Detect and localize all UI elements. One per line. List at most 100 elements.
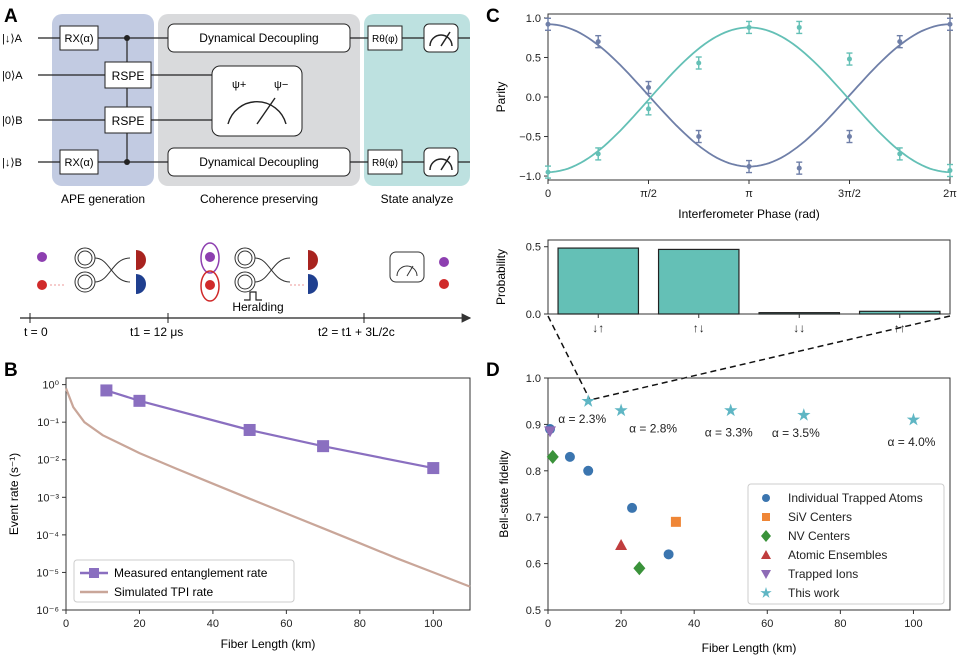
tpi-rate-line xyxy=(64,387,471,588)
dynamical-decoupling-top: Dynamical Decoupling xyxy=(167,23,351,53)
detector-icon xyxy=(136,250,146,270)
scatter-point xyxy=(544,426,556,438)
legend-marker xyxy=(760,587,772,598)
x-tick-label: ↓↓ xyxy=(793,321,805,335)
ape-generation-region xyxy=(52,14,154,186)
atom-icon xyxy=(205,280,215,290)
input-label: |0⟩A xyxy=(2,70,23,82)
panel-b-legend: Measured entanglement rate Simulated TPI… xyxy=(73,559,295,603)
atom-icon xyxy=(439,279,449,289)
scatter-point xyxy=(546,449,559,464)
rspe-label: RSPE xyxy=(112,69,145,83)
rx-gate-bottom: RX(α) xyxy=(59,149,99,175)
scatter-point xyxy=(633,561,646,576)
y-tick-label: 0.5 xyxy=(526,605,541,617)
atom-icon xyxy=(37,252,47,262)
dd-label: Dynamical Decoupling xyxy=(199,31,318,45)
scatter-point xyxy=(670,516,681,527)
heralding-label: Heralding xyxy=(232,300,283,314)
parity-point xyxy=(947,168,953,174)
y-tick-label: −1.0 xyxy=(519,171,541,183)
fiber-spool-icon xyxy=(234,247,291,293)
x-tick-label: 2π xyxy=(943,188,957,200)
scatter-point xyxy=(614,403,628,417)
parity-point xyxy=(646,106,652,112)
control-dot xyxy=(124,159,130,165)
legend-label: SiV Centers xyxy=(788,510,852,524)
y-tick-label: −0.5 xyxy=(519,132,541,144)
alpha-annotation: α = 2.8% xyxy=(629,421,677,435)
x-tick-label: 20 xyxy=(615,618,627,630)
legend-marker xyxy=(761,530,771,542)
probability-bar xyxy=(858,310,941,315)
scatter-point xyxy=(906,412,921,426)
rtheta-gate-top: Rθ(φ) xyxy=(367,25,403,51)
parity-point xyxy=(796,165,802,171)
panel-a-letter: A xyxy=(4,6,18,27)
panel-c: C 0 π/2 π 3π/2 2π −1.0 −0.5 0.0 0.5 1.0 Interfero… xyxy=(486,6,957,335)
x-tick-label: π xyxy=(745,188,753,200)
rx-gate-top: RX(α) xyxy=(59,25,99,51)
panel-a: A |↓⟩A |0⟩A |0⟩B |↓⟩B RX(α) RX(α) xyxy=(2,6,472,339)
input-label: |0⟩B xyxy=(2,115,23,127)
parity-point xyxy=(897,151,903,157)
zoom-connector xyxy=(589,315,951,401)
probability-bar xyxy=(657,248,740,315)
legend-box xyxy=(747,483,945,605)
legend-label: Individual Trapped Atoms xyxy=(788,491,923,505)
parity-point xyxy=(796,24,802,30)
legend-marker xyxy=(762,494,770,502)
stage-label: Coherence preserving xyxy=(200,192,318,206)
detector-icon xyxy=(308,274,318,294)
x-tick-label: ↑↓ xyxy=(693,321,705,335)
x-tick-label: 100 xyxy=(904,618,922,630)
rtheta-label: Rθ(φ) xyxy=(372,158,398,169)
y-tick-label: 1.0 xyxy=(526,373,541,385)
dd-label: Dynamical Decoupling xyxy=(199,155,318,169)
panel-d-ylabel: Bell-state fidelity xyxy=(497,450,511,537)
psi-plus-label: ψ+ xyxy=(232,79,246,91)
y-tick-label: 0.6 xyxy=(526,559,541,571)
panel-c-probability-frame xyxy=(547,239,951,315)
x-tick-label: 20 xyxy=(133,618,145,630)
panel-c-xlabel: Interferometer Phase (rad) xyxy=(678,207,819,221)
scatter-point xyxy=(615,539,628,551)
legend-marker xyxy=(761,570,771,579)
atom-icon xyxy=(37,280,47,290)
legend-label: Trapped Ions xyxy=(788,567,858,581)
measurement-icon xyxy=(423,147,459,177)
fiber-spool-icon xyxy=(74,247,131,293)
rspe-gate-b: RSPE xyxy=(104,106,152,134)
entanglement-rate-point xyxy=(100,384,113,397)
parity-point xyxy=(846,134,852,140)
timeline-label: t2 = t1 + 3L/2c xyxy=(318,325,395,339)
parity-point xyxy=(846,56,852,62)
legend-marker xyxy=(762,513,770,521)
legend-label: This work xyxy=(788,586,840,600)
scatter-point xyxy=(581,394,595,407)
panel-b-letter: B xyxy=(4,360,18,381)
y-tick-label: 1.0 xyxy=(526,13,541,25)
rtheta-gate-bottom: Rθ(φ) xyxy=(367,149,403,175)
panel-c-ylabel: Parity xyxy=(494,82,508,113)
rtheta-label: Rθ(φ) xyxy=(372,34,398,45)
legend-label: Measured entanglement rate xyxy=(114,566,268,580)
parity-point xyxy=(545,21,551,27)
y-tick-label: 0.5 xyxy=(526,52,541,64)
x-tick-label: π/2 xyxy=(640,188,657,200)
rx-gate-label: RX(α) xyxy=(65,33,94,45)
timeline-illustration-t2 xyxy=(389,251,449,289)
detector-icon xyxy=(308,250,318,270)
rspe-label: RSPE xyxy=(112,114,145,128)
panel-c-letter: C xyxy=(486,6,500,27)
x-tick-label: 60 xyxy=(280,618,292,630)
y-tick-label: 10⁻³ xyxy=(37,492,59,504)
panel-c-probability-plot: 0.00.5↓↑↑↓↓↓↑↑ xyxy=(526,242,941,335)
y-tick-label: 0.8 xyxy=(526,466,541,478)
dynamical-decoupling-bottom: Dynamical Decoupling xyxy=(167,147,351,177)
entanglement-rate-point xyxy=(243,423,256,436)
parity-point xyxy=(595,39,601,45)
panel-b-ticks: 0 20 40 60 80 100 10⁻⁶ 10⁻⁵ 10⁻⁴ 10⁻³ 10⁻² 10⁻¹ 10⁰ xyxy=(36,380,442,630)
detector-icon xyxy=(136,274,146,294)
